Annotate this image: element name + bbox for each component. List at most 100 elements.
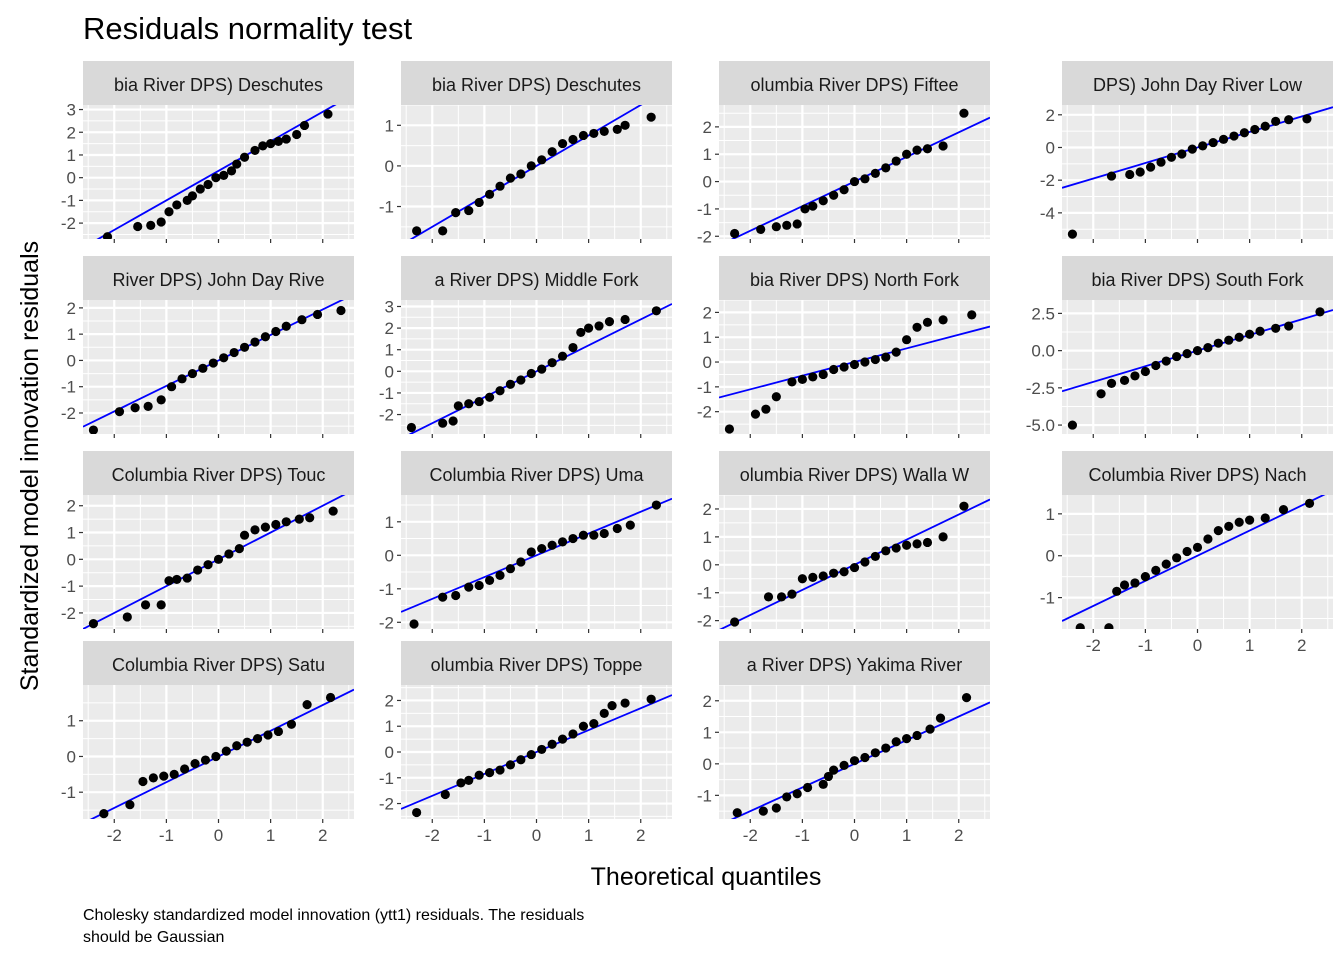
residual-point xyxy=(88,619,99,629)
y-tick-label: 0 xyxy=(385,743,394,762)
residual-point xyxy=(818,369,828,380)
gridlines xyxy=(83,105,354,239)
residual-point xyxy=(1271,116,1281,126)
residual-point xyxy=(870,748,880,758)
residual-point xyxy=(164,207,174,217)
residual-point xyxy=(1161,356,1171,366)
residual-point xyxy=(260,522,271,532)
facet-strip xyxy=(1062,256,1333,300)
residual-point xyxy=(870,168,880,178)
residual-point xyxy=(1119,580,1130,590)
residual-point xyxy=(1140,572,1150,582)
residual-point xyxy=(1245,515,1255,525)
residual-point xyxy=(1304,498,1315,508)
facet-strip-label: olumbia River DPS) Walla W xyxy=(740,465,969,485)
residual-point xyxy=(195,184,205,194)
residual-point xyxy=(200,755,211,765)
residual-point xyxy=(922,317,933,327)
residual-point xyxy=(138,776,148,787)
residual-point xyxy=(797,374,807,385)
residual-point xyxy=(839,760,849,771)
facet-strip-label: bia River DPS) Deschutes xyxy=(114,75,323,95)
y-tick-label: -1 xyxy=(379,198,394,217)
residual-point xyxy=(1192,542,1203,552)
x-tick-label: -1 xyxy=(795,826,810,845)
facet-panel-8: bia River DPS) South Fork -5.0 -2.5 0.0 2.5 xyxy=(1026,256,1333,438)
residual-point xyxy=(787,589,797,599)
facet-strip xyxy=(83,61,354,105)
y-tick-label: -2 xyxy=(697,403,712,422)
y-tick-label: -2.5 xyxy=(1026,379,1055,398)
residual-point xyxy=(839,567,849,577)
residual-point xyxy=(1156,157,1166,167)
residual-point xyxy=(1192,346,1203,356)
y-tick-label: -1 xyxy=(697,378,712,397)
residual-point xyxy=(495,386,505,396)
residual-point xyxy=(800,204,810,214)
residual-point xyxy=(281,321,291,331)
residual-point xyxy=(537,364,547,374)
y-tick-label: -2 xyxy=(1040,171,1055,190)
residual-point xyxy=(547,540,557,550)
residual-point xyxy=(1208,137,1218,148)
facet-strip xyxy=(1062,61,1333,105)
residual-point xyxy=(211,173,221,183)
y-tick-label: 0 xyxy=(67,747,76,766)
residual-point xyxy=(547,358,557,368)
residual-point xyxy=(1203,534,1213,544)
x-tick-label: 0 xyxy=(214,826,223,845)
residual-point xyxy=(224,549,234,559)
gridlines xyxy=(401,300,672,434)
residual-point xyxy=(211,751,221,762)
residual-point xyxy=(484,575,495,586)
residual-point xyxy=(1135,167,1145,177)
residual-point xyxy=(568,342,578,353)
residual-point xyxy=(620,314,630,325)
residual-point xyxy=(1213,338,1223,348)
residual-point xyxy=(198,363,208,373)
facet-strip-label: bia River DPS) North Fork xyxy=(750,270,960,290)
residual-point xyxy=(187,191,198,201)
residual-point xyxy=(239,342,250,352)
facet-panel-9: Columbia River DPS) Touc -2 -1 0 1 2 xyxy=(61,451,354,633)
residual-point xyxy=(260,332,271,342)
x-tick-label: -2 xyxy=(1086,636,1101,655)
residual-point xyxy=(526,547,536,557)
reference-line xyxy=(83,300,345,428)
facet-strip-label: a River DPS) Yakima River xyxy=(747,655,962,675)
x-tick-label: -1 xyxy=(1138,636,1153,655)
residual-point xyxy=(412,807,422,818)
residual-point xyxy=(229,347,239,358)
residual-point xyxy=(213,554,224,564)
y-tick-label: -1 xyxy=(61,378,76,397)
facet-strip-label: River DPS) John Day Rive xyxy=(112,270,324,290)
residual-point xyxy=(294,514,304,524)
residual-point xyxy=(1239,128,1250,138)
residual-point xyxy=(99,809,109,819)
residual-point xyxy=(839,362,849,372)
residual-point xyxy=(938,141,948,151)
residual-point xyxy=(1166,152,1177,162)
residual-point xyxy=(849,176,860,187)
residual-point xyxy=(232,159,242,169)
facet-strip xyxy=(719,451,990,495)
residual-point xyxy=(140,600,151,610)
x-tick-label: 0 xyxy=(532,826,541,845)
residual-point xyxy=(156,395,166,405)
residual-point xyxy=(250,145,260,156)
residual-point xyxy=(323,109,333,119)
y-tick-label: -1 xyxy=(61,577,76,596)
residual-point xyxy=(922,537,933,548)
reference-line xyxy=(401,694,672,810)
residual-point xyxy=(88,425,99,434)
residual-point xyxy=(808,572,818,582)
y-tick-label: 0.0 xyxy=(1031,342,1055,361)
y-tick-label: 2 xyxy=(703,500,712,519)
gridlines xyxy=(719,495,990,629)
residual-point xyxy=(1172,351,1182,362)
residual-point xyxy=(557,537,568,547)
facet-panel-11: olumbia River DPS) Walla W -2 -1 0 1 2 xyxy=(697,451,990,633)
residual-point xyxy=(860,174,870,184)
residual-point xyxy=(1112,586,1122,596)
